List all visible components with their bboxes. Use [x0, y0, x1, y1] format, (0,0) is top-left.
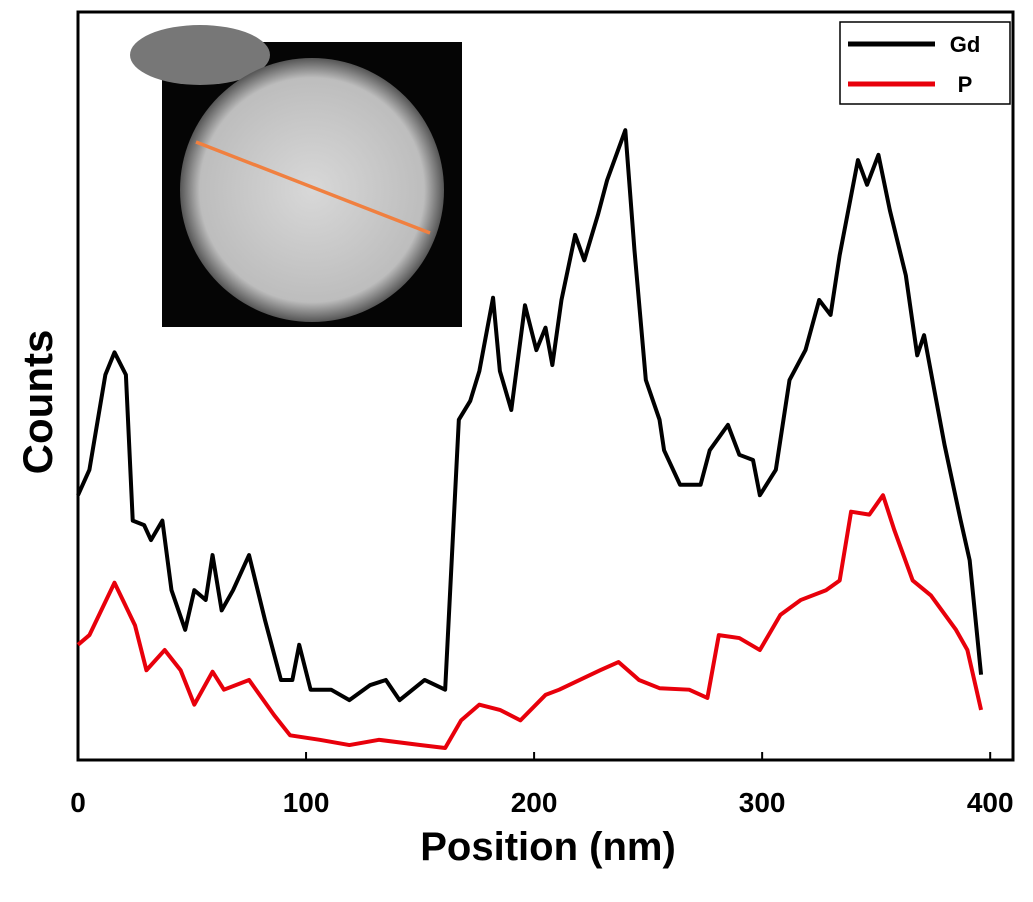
legend-label: P	[958, 72, 973, 97]
inset-particle	[180, 58, 444, 322]
x-tick-label: 300	[739, 787, 786, 818]
legend	[839, 21, 1011, 105]
inset-scan-line	[195, 140, 431, 235]
x-tick-label: 0	[70, 787, 86, 818]
x-tick-label: 400	[967, 787, 1014, 818]
x-tick-label: 200	[511, 787, 558, 818]
y-axis-label: Counts	[14, 330, 61, 475]
x-axis-label: Position (nm)	[420, 825, 676, 869]
data-line	[76, 128, 984, 703]
data-line	[76, 493, 984, 751]
plot-frame	[76, 10, 1015, 762]
inset-particle	[130, 25, 270, 85]
x-tick-label: 100	[283, 787, 330, 818]
inset-image	[130, 25, 462, 327]
legend-label: Gd	[950, 32, 981, 57]
